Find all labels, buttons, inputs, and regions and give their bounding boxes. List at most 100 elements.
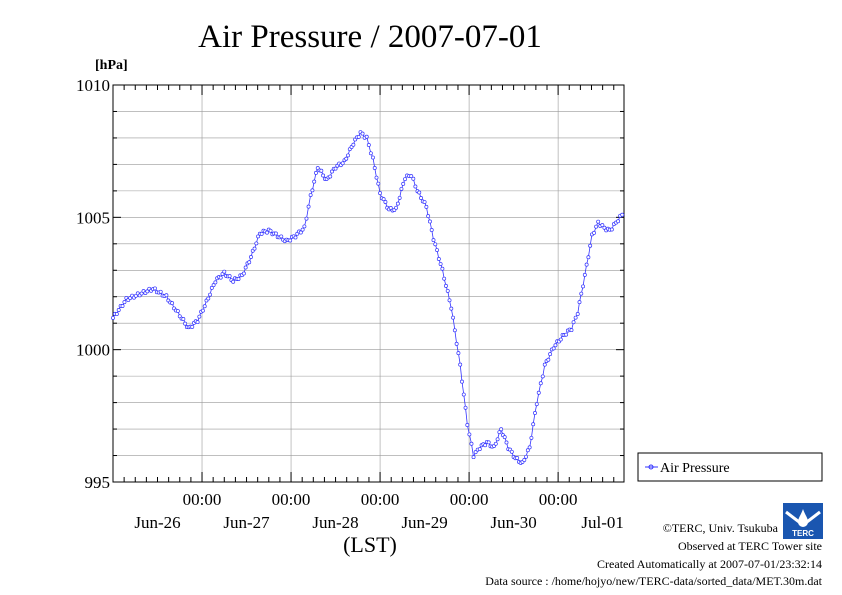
data-point — [249, 255, 253, 259]
data-point — [588, 243, 593, 248]
legend-box — [637, 452, 823, 482]
data-point — [346, 153, 350, 158]
data-point — [438, 262, 443, 266]
chart-title: Air Pressure / 2007-07-01 — [198, 19, 542, 55]
x-tick-time-label: 00:00 — [361, 490, 400, 509]
data-point — [467, 432, 472, 437]
data-point — [164, 293, 169, 298]
data-point — [577, 300, 582, 305]
data-point — [181, 317, 186, 321]
data-point — [417, 190, 422, 195]
data-point — [413, 184, 418, 189]
y-tick-label: 995 — [85, 473, 111, 492]
data-point — [411, 176, 416, 181]
data-point — [394, 205, 399, 210]
data-point — [594, 224, 599, 229]
data-point — [584, 262, 589, 267]
data-point — [366, 142, 371, 147]
data-point — [454, 341, 459, 346]
data-point — [431, 238, 436, 243]
data-point — [293, 235, 298, 240]
data-point — [328, 174, 333, 179]
data-point — [509, 449, 514, 454]
data-point — [340, 161, 345, 166]
data-point — [419, 196, 423, 200]
data-point — [310, 188, 315, 193]
data-point — [440, 266, 445, 271]
data-point — [306, 204, 311, 209]
data-point — [581, 284, 586, 289]
data-point — [538, 381, 543, 386]
data-point — [620, 212, 625, 217]
data-point — [477, 447, 482, 452]
data-point — [145, 289, 150, 294]
data-point — [586, 255, 591, 260]
data-point — [473, 450, 478, 455]
data-point — [288, 238, 293, 243]
data-point — [471, 455, 476, 460]
data-point — [175, 309, 180, 314]
data-point — [241, 271, 246, 276]
data-point — [399, 186, 404, 191]
data-point — [427, 219, 432, 224]
data-point — [502, 435, 507, 440]
data-point — [551, 346, 556, 351]
data-point — [211, 283, 216, 288]
data-point — [486, 440, 491, 445]
data-point — [435, 248, 439, 252]
x-tick-time-label: 00:00 — [183, 490, 222, 509]
data-point — [364, 134, 369, 139]
data-point — [429, 228, 434, 232]
x-axis-label: (LST) — [343, 532, 397, 557]
terc-logo: TERC — [783, 503, 823, 539]
data-point — [330, 169, 334, 174]
data-point — [213, 280, 218, 285]
data-point — [206, 296, 211, 301]
data-point — [351, 142, 356, 147]
data-point — [447, 298, 452, 303]
data-point — [183, 321, 188, 326]
data-point — [515, 456, 520, 460]
data-point — [460, 379, 464, 384]
data-point — [522, 457, 527, 462]
data-point — [534, 402, 539, 407]
data-point — [495, 437, 500, 442]
data-point — [195, 320, 200, 325]
data-point — [116, 308, 121, 312]
data-point — [483, 443, 488, 448]
data-point — [202, 304, 207, 309]
data-point — [200, 308, 205, 313]
data-point — [463, 405, 468, 410]
data-point — [433, 242, 438, 247]
data-point — [573, 315, 578, 320]
data-point — [231, 279, 236, 284]
footer-created: Created Automatically at 2007-07-01/23:3… — [597, 557, 822, 571]
data-point — [268, 228, 273, 233]
data-point — [403, 177, 407, 182]
data-point — [308, 193, 313, 198]
data-point — [395, 201, 400, 206]
series-line-air-pressure — [112, 131, 623, 464]
data-point — [197, 314, 202, 319]
data-point — [227, 274, 232, 279]
data-point — [499, 427, 504, 432]
footer-source: Data source : /home/hojyo/new/TERC-data/… — [485, 574, 822, 588]
x-tick-date-label: Jun-29 — [401, 513, 447, 532]
data-point — [497, 430, 502, 435]
data-point — [122, 300, 127, 305]
data-point — [602, 225, 607, 230]
data-point — [445, 288, 450, 293]
data-point — [222, 269, 227, 274]
data-point — [259, 231, 264, 236]
data-point — [397, 195, 402, 200]
data-point — [247, 260, 252, 265]
data-point — [381, 197, 386, 202]
data-point — [571, 320, 576, 325]
data-point — [436, 257, 441, 261]
data-point — [553, 343, 558, 348]
data-point — [371, 155, 375, 160]
data-point — [321, 173, 326, 178]
footer-observed: Observed at TERC Tower site — [677, 539, 822, 553]
data-point — [120, 304, 125, 308]
series-layer — [111, 130, 625, 465]
